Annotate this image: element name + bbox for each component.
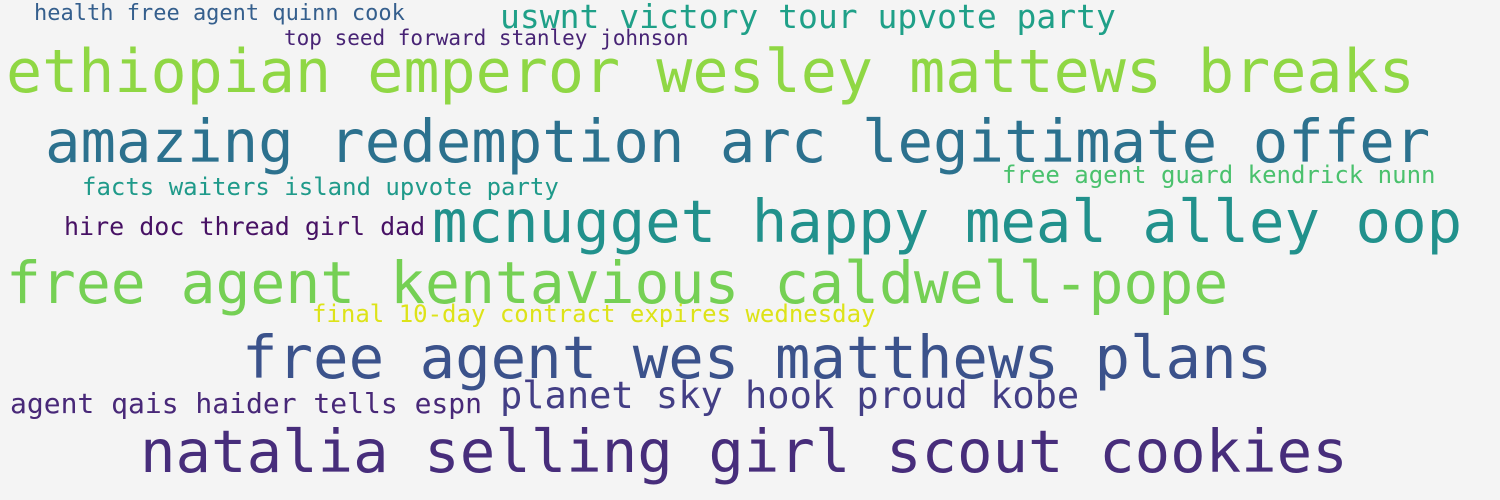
phrase-amazing-redemption-arc-legitimate-offer: amazing redemption arc legitimate offer	[45, 107, 1431, 176]
phrase-final-10-day-contract-expires-wednesday: final 10-day contract expires wednesday	[312, 300, 876, 328]
phrase-facts-waiters-island-upvote-party: facts waiters island upvote party	[82, 173, 559, 201]
phrase-agent-qais-haider-tells-espn: agent qais haider tells espn	[10, 387, 483, 420]
phrase-free-agent-wes-matthews-plans: free agent wes matthews plans	[242, 323, 1273, 392]
phrase-mcnugget-happy-meal-alley-oop: mcnugget happy meal alley oop	[432, 187, 1463, 256]
phrase-health-free-agent-quinn-cook: health free agent quinn cook	[34, 1, 405, 26]
phrase-ethiopian-emperor-wesley-mattews-breaks: ethiopian emperor wesley mattews breaks	[6, 37, 1415, 107]
phrase-free-agent-guard-kendrick-nunn: free agent guard kendrick nunn	[1002, 161, 1436, 189]
phrase-free-agent-kentavious-caldwell-pope: free agent kentavious caldwell-pope	[6, 249, 1229, 317]
phrase-planet-sky-hook-proud-kobe: planet sky hook proud kobe	[500, 374, 1080, 417]
phrase-hire-doc-thread-girl-dad: hire doc thread girl dad	[64, 212, 426, 241]
phrase-natalia-selling-girl-scout-cookies: natalia selling girl scout cookies	[140, 417, 1348, 486]
phrase-uswnt-victory-tour-upvote-party: uswnt victory tour upvote party	[500, 0, 1116, 36]
phrase-top-seed-forward-stanley-johnson: top seed forward stanley johnson	[284, 26, 689, 50]
